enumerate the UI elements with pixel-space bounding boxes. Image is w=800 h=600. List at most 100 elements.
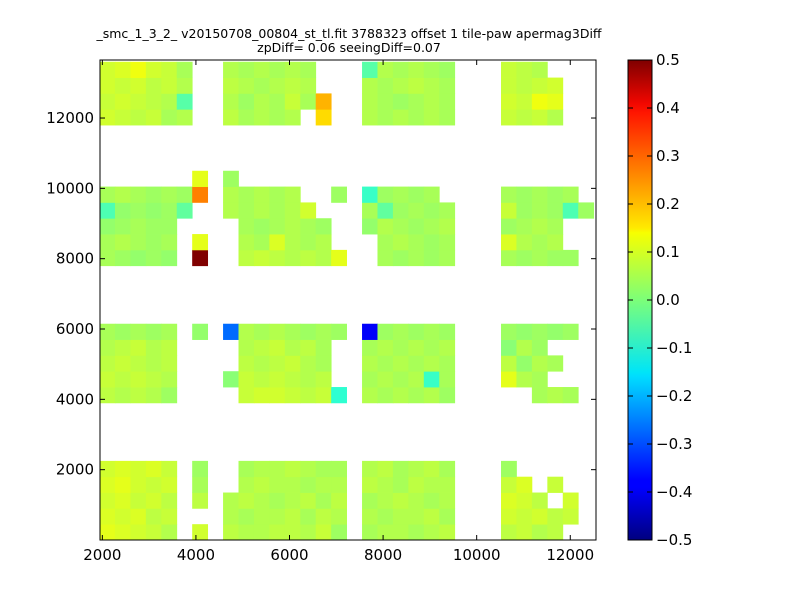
heatmap-cell	[300, 492, 317, 509]
heatmap-cell	[253, 460, 270, 478]
heatmap-cell	[439, 355, 456, 372]
heatmap-cell	[176, 109, 193, 126]
heatmap-cell	[161, 524, 178, 541]
y-tick-label: 12000	[46, 109, 94, 127]
heatmap-cell	[269, 218, 286, 235]
chart-title-line-2: zpDiff= 0.06 seeingDiff=0.07	[257, 40, 441, 55]
heatmap-cell	[439, 492, 456, 509]
heatmap-cell	[253, 476, 270, 493]
heatmap-cell	[392, 186, 409, 203]
heatmap-cell	[547, 524, 564, 541]
heatmap-cell	[501, 508, 517, 525]
heatmap-cell	[423, 218, 440, 235]
heatmap-cell	[362, 339, 378, 356]
heatmap-cells	[99, 61, 595, 541]
heatmap-cell	[531, 371, 548, 388]
heatmap-cell	[269, 202, 286, 219]
heatmap-cell	[114, 387, 131, 404]
heatmap-cell	[114, 109, 131, 126]
heatmap-cell	[192, 186, 209, 203]
heatmap-cell	[516, 109, 533, 126]
heatmap-cell	[501, 77, 517, 94]
heatmap-cell	[284, 492, 301, 509]
y-tick-label: 2000	[56, 461, 94, 479]
heatmap-cell	[516, 371, 533, 388]
heatmap-cell	[547, 218, 564, 235]
heatmap-cell	[578, 202, 595, 219]
heatmap-cell	[269, 371, 286, 388]
heatmap-cell	[192, 492, 209, 509]
heatmap-cell	[161, 508, 178, 525]
heatmap-cell	[362, 186, 378, 203]
y-tick-label: 4000	[56, 390, 94, 408]
heatmap-cell	[145, 492, 162, 509]
heatmap-cell	[269, 387, 286, 404]
heatmap-cell	[562, 508, 579, 525]
heatmap-cell	[284, 476, 301, 493]
heatmap-cell	[99, 93, 116, 110]
heatmap-cell	[238, 77, 255, 94]
heatmap-cell	[114, 218, 131, 235]
heatmap-cell	[176, 186, 193, 203]
heatmap-cell	[145, 323, 162, 340]
heatmap-cell	[300, 61, 317, 78]
heatmap-cell	[114, 492, 131, 509]
heatmap-cell	[377, 109, 394, 126]
heatmap-cell	[408, 93, 425, 110]
heatmap-cell	[269, 234, 286, 251]
heatmap-cell	[362, 371, 378, 388]
heatmap-cell	[269, 249, 286, 267]
heatmap-cell	[315, 339, 332, 356]
heatmap-cell	[423, 323, 440, 340]
heatmap-cell	[562, 323, 579, 340]
heatmap-cell	[145, 508, 162, 525]
heatmap-cell	[377, 371, 394, 388]
heatmap-cell	[315, 218, 332, 235]
heatmap-cell	[99, 77, 116, 94]
heatmap-cell	[362, 218, 378, 235]
heatmap-cell	[238, 492, 255, 509]
heatmap-cell	[501, 202, 517, 219]
heatmap-cell	[392, 387, 409, 404]
heatmap-cell	[130, 61, 147, 78]
x-tick-label: 6000	[270, 546, 308, 564]
heatmap-cell	[408, 202, 425, 219]
heatmap-cell	[392, 61, 409, 78]
heatmap-cell	[99, 109, 116, 126]
heatmap-cell	[99, 387, 116, 404]
heatmap-cell	[331, 249, 347, 267]
heatmap-cell	[99, 218, 116, 235]
heatmap-cell	[114, 186, 131, 203]
heatmap-cell	[284, 339, 301, 356]
heatmap-cell	[377, 61, 394, 78]
heatmap-cell	[392, 355, 409, 372]
heatmap-cell	[315, 460, 332, 478]
heatmap-cell	[377, 476, 394, 493]
heatmap-cell	[238, 524, 255, 541]
heatmap-cell	[501, 323, 517, 340]
heatmap-cell	[284, 109, 301, 126]
heatmap-cell	[408, 77, 425, 94]
heatmap-cell	[408, 492, 425, 509]
x-tick-label: 8000	[364, 546, 402, 564]
heatmap-cell	[114, 460, 131, 478]
heatmap-cell	[300, 339, 317, 356]
heatmap-cell	[161, 323, 178, 340]
heatmap-cell	[161, 249, 178, 267]
heatmap-cell	[176, 61, 193, 78]
heatmap-cell	[377, 202, 394, 219]
heatmap-cell	[161, 109, 178, 126]
heatmap-cell	[516, 218, 533, 235]
heatmap-cell	[423, 355, 440, 372]
colorbar-tick-label: 0.1	[656, 243, 680, 261]
heatmap-cell	[253, 61, 270, 78]
heatmap-cell	[269, 93, 286, 110]
heatmap-cell	[223, 170, 239, 187]
heatmap-cell	[501, 249, 517, 267]
heatmap-cell	[562, 249, 579, 267]
heatmap-cell	[284, 61, 301, 78]
heatmap-cell	[269, 492, 286, 509]
heatmap-cell	[145, 202, 162, 219]
heatmap-cell	[99, 371, 116, 388]
heatmap-cell	[300, 77, 317, 94]
